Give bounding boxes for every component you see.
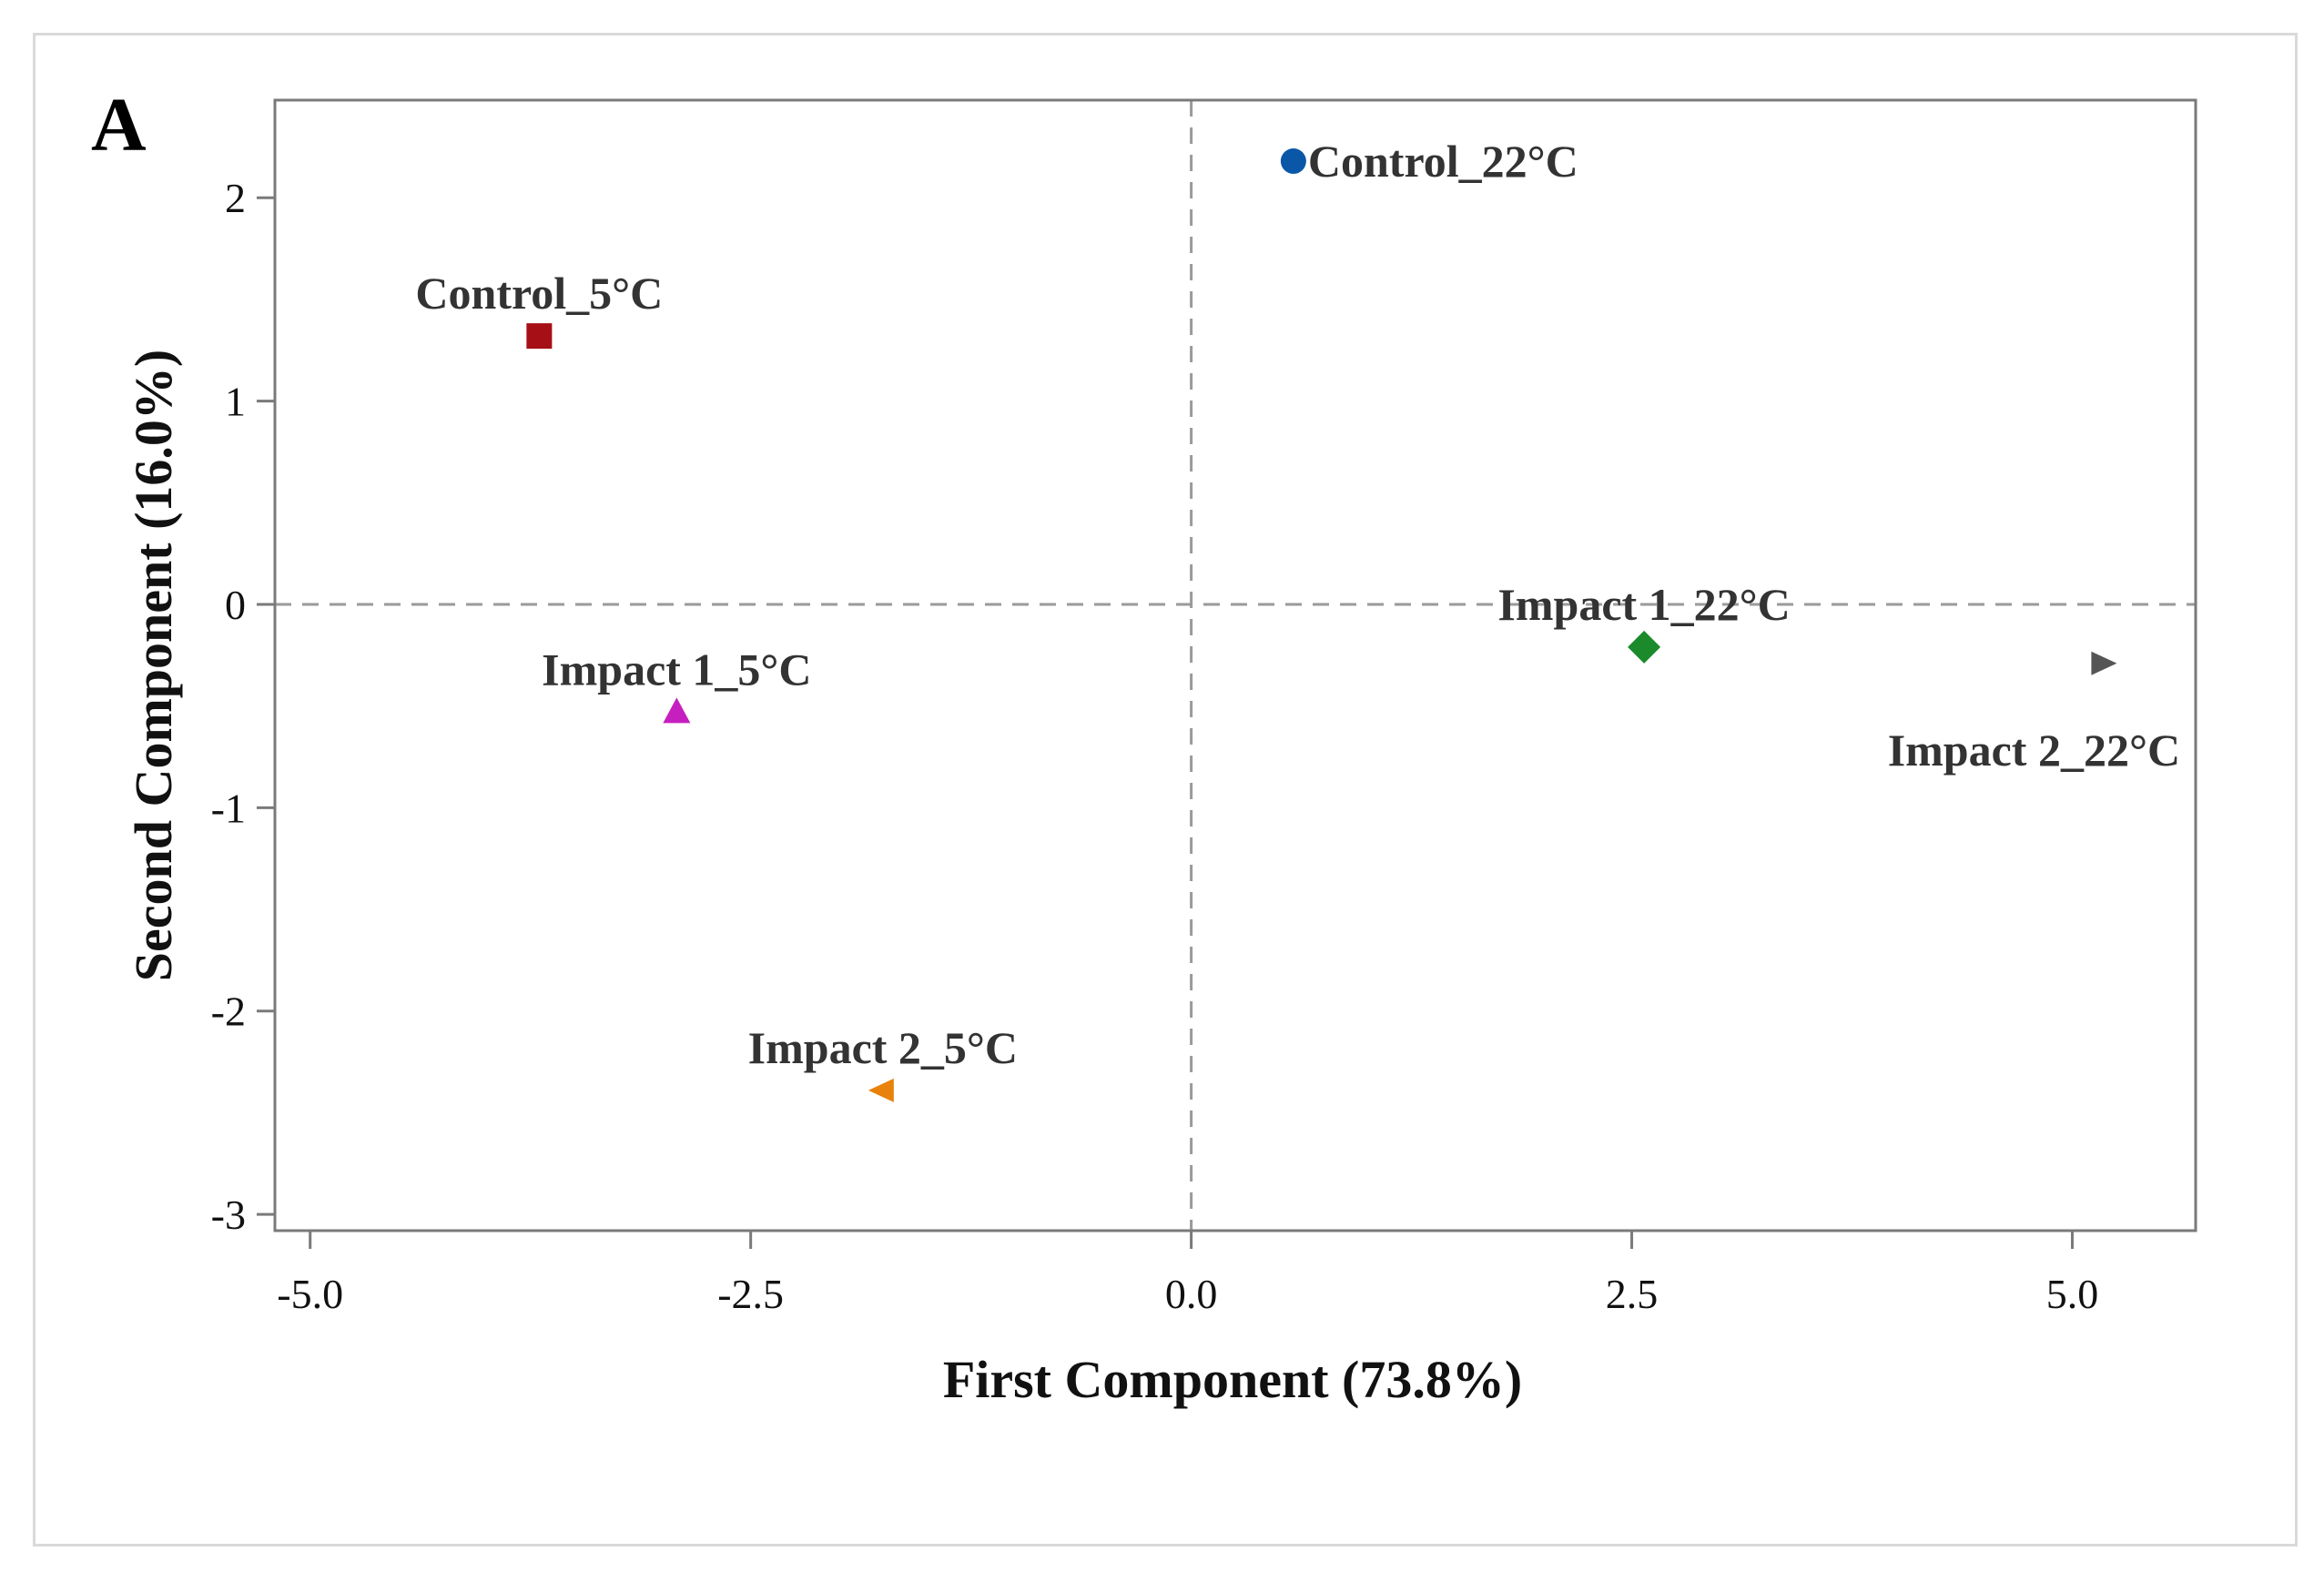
data-point-label: Impact 1_5°C <box>542 644 811 695</box>
data-point-circle <box>1280 148 1306 175</box>
data-point-label: Control_22°C <box>1308 136 1578 187</box>
y-tick-label: 2 <box>225 175 246 221</box>
data-point-label: Control_5°C <box>415 268 663 319</box>
data-point-label: Impact 2_5°C <box>748 1022 1018 1073</box>
data-point-triangle <box>868 1078 894 1102</box>
y-tick-label: -2 <box>211 989 246 1035</box>
y-tick-label: 0 <box>225 582 246 628</box>
x-tick-label: -2.5 <box>717 1271 784 1317</box>
x-tick-label: -5.0 <box>277 1271 343 1317</box>
x-axis-title: First Component (73.8%) <box>943 1350 1522 1409</box>
y-axis-title: Second Component (16.0%) <box>124 350 183 981</box>
plot-area <box>273 98 2197 1232</box>
y-tick-label: -1 <box>211 785 246 831</box>
y-tick-label: 1 <box>225 379 246 425</box>
figure-frame <box>33 33 2298 1547</box>
data-point-square <box>526 323 553 350</box>
data-point-label: Impact 2_22°C <box>1888 725 2180 776</box>
data-point-triangle <box>2091 651 2117 675</box>
data-point-diamond <box>1628 630 1661 664</box>
x-tick-label: 0.0 <box>1165 1271 1218 1317</box>
x-tick-label: 5.0 <box>2046 1271 2099 1317</box>
panel-letter: A <box>91 83 147 167</box>
y-tick-label: -3 <box>211 1192 246 1238</box>
data-point-label: Impact 1_22°C <box>1497 579 1790 630</box>
x-tick-label: 2.5 <box>1606 1271 1659 1317</box>
data-point-triangle <box>663 697 691 724</box>
